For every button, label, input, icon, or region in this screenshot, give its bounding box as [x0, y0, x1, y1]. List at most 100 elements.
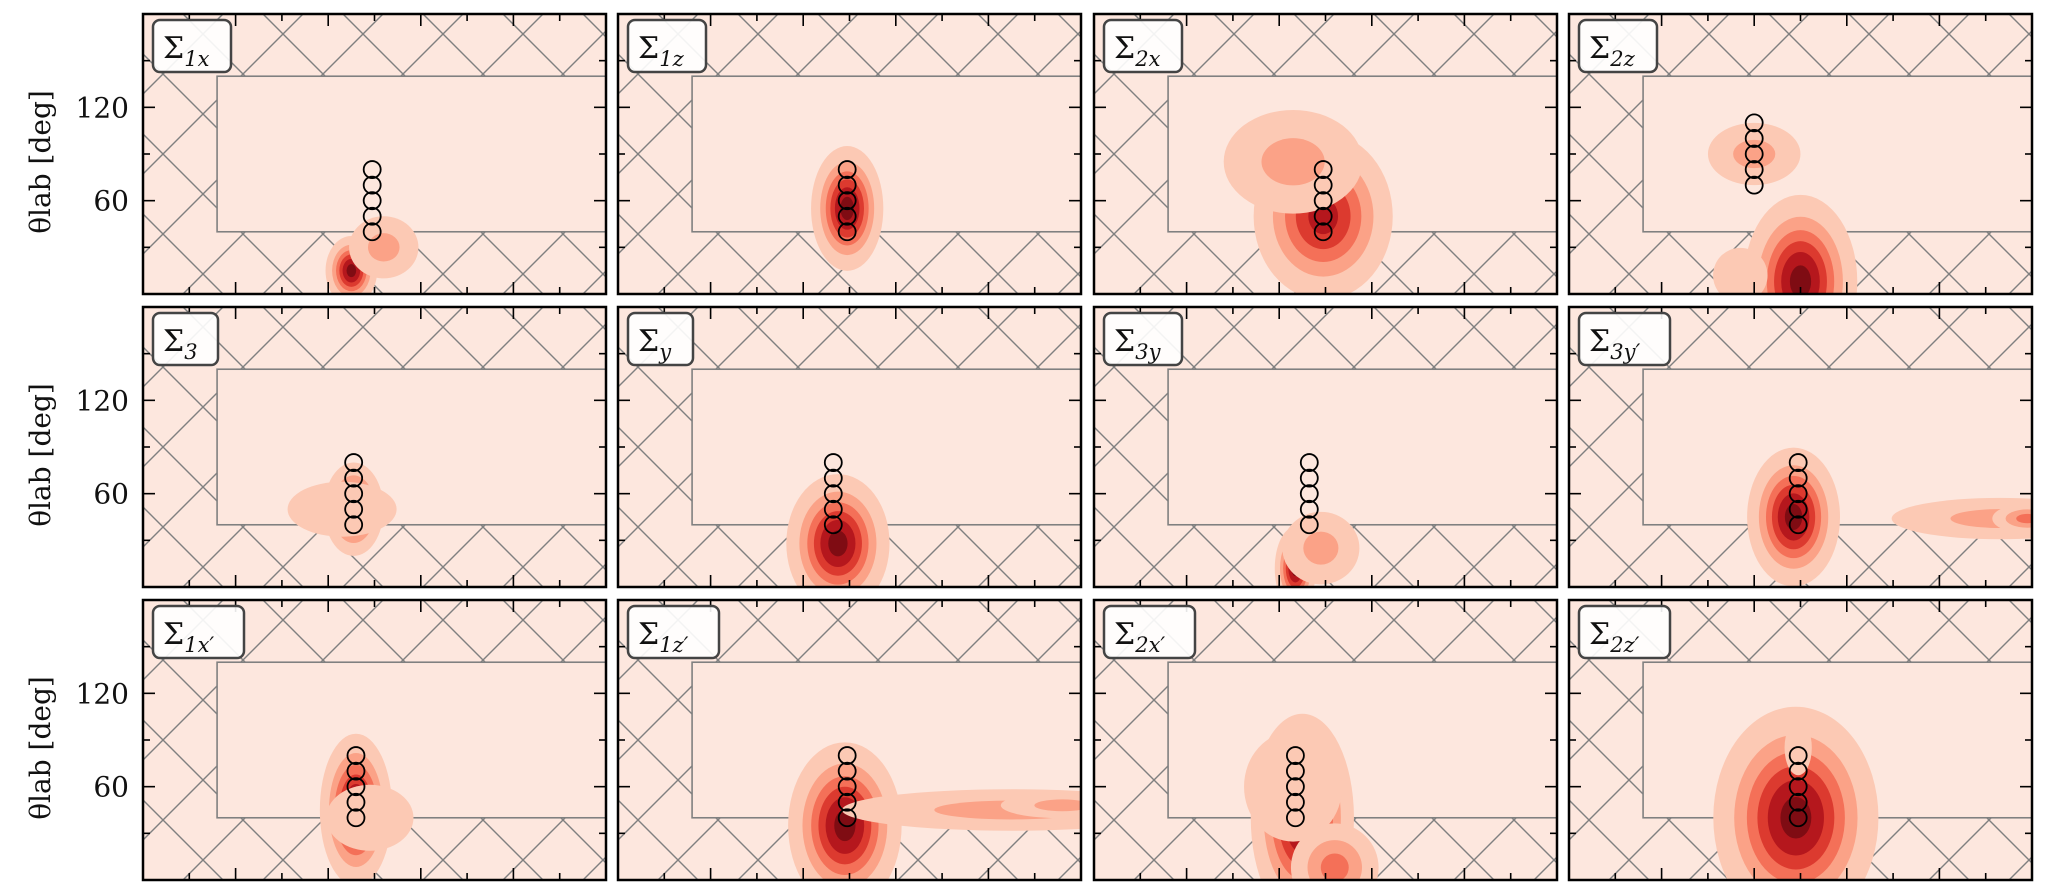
panel-label-subscript: 2x′	[1134, 633, 1165, 657]
panel-label: Σ3y	[1102, 311, 1184, 367]
data-point	[362, 160, 382, 179]
svg-text:Σ1x: Σ1x	[163, 31, 210, 71]
panel-7: Σ3y′	[1567, 305, 2034, 589]
panel-label-subscript: 3	[184, 340, 197, 364]
panel-label-symbol: Σ	[1589, 617, 1610, 652]
panel-frame	[616, 598, 1083, 882]
contour-level-2	[1261, 138, 1325, 186]
data-point	[1744, 175, 1764, 195]
panel-3: Σ2z	[1567, 12, 2034, 296]
y-axis-label: θlab [deg]	[24, 676, 57, 820]
panel-frame	[1567, 12, 2034, 296]
region-box	[216, 75, 606, 233]
panel-frame	[616, 305, 1083, 589]
data-point	[1286, 808, 1305, 828]
panel-label-symbol: Σ	[638, 617, 659, 652]
panel-4: Σ3 60 120 θlab [deg]	[24, 305, 608, 589]
contour-level-2	[1733, 139, 1776, 169]
y-tick-label: 60	[93, 478, 129, 511]
data-point	[1299, 499, 1319, 519]
panel-frame	[141, 598, 608, 882]
panel-label-symbol: Σ	[163, 324, 184, 359]
svg-text:Σ2z′: Σ2z′	[1589, 617, 1640, 657]
data-point	[1788, 746, 1808, 765]
panel-label-symbol: Σ	[1589, 324, 1610, 359]
panel-label-symbol: Σ	[1114, 324, 1135, 359]
data-point	[1744, 113, 1764, 133]
contour-level-1	[287, 481, 397, 537]
data-point	[1788, 453, 1808, 472]
panel-label-symbol: Σ	[1114, 617, 1135, 652]
data-point	[1286, 792, 1305, 812]
panel-8: Σ1x′ 60 120 θlab [deg]	[24, 598, 608, 882]
svg-text:Σ3: Σ3	[163, 324, 198, 364]
svg-text:Σ1z: Σ1z	[638, 31, 685, 71]
contour-level-2	[1303, 531, 1339, 565]
panel-label-symbol: Σ	[1589, 31, 1610, 66]
panel-frame	[141, 305, 608, 589]
panel-label-subscript: 3y′	[1610, 340, 1640, 364]
panel-label-symbol: Σ	[1114, 31, 1135, 66]
data-point	[823, 515, 843, 535]
panel-label-subscript: 2z	[1609, 47, 1635, 71]
panel-label-subscript: 2z′	[1609, 633, 1639, 657]
panel-label: Σ1z′	[626, 604, 721, 660]
panel-frame	[1567, 598, 2034, 882]
data-point	[344, 484, 364, 504]
data-point	[1744, 144, 1764, 164]
panel-frame	[1567, 305, 2034, 589]
data-point	[823, 499, 843, 519]
svg-text:Σ2z: Σ2z	[1589, 31, 1636, 71]
contour-level-1	[1244, 731, 1343, 842]
data-point	[837, 222, 857, 242]
svg-text:Σ3y′: Σ3y′	[1589, 324, 1640, 364]
data-point	[1299, 515, 1319, 535]
panel-9: Σ1z′	[616, 598, 1083, 882]
data-point	[823, 468, 843, 488]
data-point	[346, 808, 366, 828]
data-point	[837, 761, 857, 781]
svg-text:Σy: Σy	[638, 324, 672, 364]
panel-frame	[1092, 12, 1559, 296]
data-point	[362, 206, 382, 226]
panel-label: Σ2z	[1577, 18, 1659, 74]
panel-label: Σ2x′	[1102, 604, 1197, 660]
y-tick-label: 60	[93, 185, 129, 218]
panel-frame	[616, 12, 1083, 296]
panel-label-symbol: Σ	[163, 617, 184, 652]
panel-label-subscript: 1x	[184, 47, 209, 71]
data-point	[823, 453, 843, 472]
region-box	[691, 368, 1081, 526]
panel-label-subscript: 2x	[1134, 47, 1160, 71]
panel-label: Σ1z	[626, 18, 708, 74]
panel-label: Σ2z′	[1577, 604, 1672, 660]
panel-label-subscript: 1x′	[184, 633, 214, 657]
y-axis-label: θlab [deg]	[24, 90, 57, 234]
data-point	[837, 808, 857, 828]
data-point	[1788, 808, 1808, 828]
y-tick-label: 120	[76, 384, 129, 417]
panel-label-subscript: 1z′	[659, 633, 688, 657]
contour-level-3	[1320, 853, 1349, 880]
svg-text:Σ2x′: Σ2x′	[1114, 617, 1165, 657]
data-point	[346, 792, 366, 812]
ticks	[1094, 307, 1557, 587]
contour-level-6	[828, 530, 848, 557]
data-point	[1788, 468, 1808, 488]
svg-text:Σ1x′: Σ1x′	[163, 617, 214, 657]
region-box	[216, 661, 606, 819]
data-point	[1299, 484, 1319, 504]
data-point	[1286, 746, 1305, 765]
data-point	[344, 453, 364, 472]
panel-10: Σ2x′	[1092, 598, 1559, 882]
panel-frame	[1092, 598, 1559, 882]
data-point	[362, 191, 382, 211]
data-point	[1313, 222, 1333, 242]
data-point	[344, 515, 364, 535]
panel-label: Σ3y′	[1577, 311, 1672, 367]
data-point	[1313, 175, 1333, 195]
data-point	[1286, 777, 1305, 797]
data-point	[837, 206, 857, 226]
data-point	[346, 746, 366, 765]
